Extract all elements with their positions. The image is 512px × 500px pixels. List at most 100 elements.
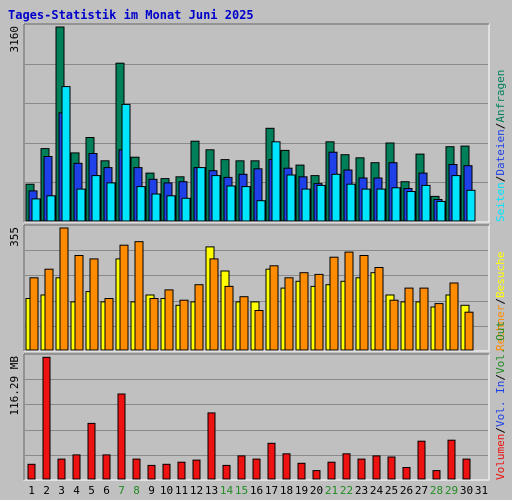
bar-volumen-day-17 <box>267 442 276 480</box>
legend-item: Rechner <box>494 304 507 351</box>
bar-rechner-day-25 <box>389 299 399 351</box>
legend-item: Dateien <box>494 129 507 175</box>
x-tick-label: 15 <box>235 484 248 497</box>
y-axis-max-label: 3160 <box>8 26 21 53</box>
bar-seiten-day-12 <box>196 167 206 222</box>
bar-seiten-day-21 <box>331 173 341 222</box>
bar-volumen-day-5 <box>87 422 96 480</box>
bar-seiten-day-3 <box>61 86 71 222</box>
bar-rechner-day-30 <box>464 311 474 351</box>
legend-separator: / <box>494 123 507 130</box>
legend-item: Vol. In <box>494 381 507 427</box>
legend-1: Seiten/Dateien/Anfragen <box>494 70 507 222</box>
legend-item: Besuche <box>494 252 507 298</box>
bar-rechner-day-1 <box>29 277 39 351</box>
bar-volumen-day-22 <box>342 453 351 480</box>
bar-rechner-day-7 <box>119 244 129 351</box>
bar-seiten-day-1 <box>31 198 41 222</box>
x-tick-label: 6 <box>103 484 110 497</box>
x-tick-label: 18 <box>280 484 293 497</box>
bar-rechner-day-19 <box>299 272 309 351</box>
chart-legends: Seiten/Dateien/AnfragenRechner/BesucheVo… <box>494 70 507 480</box>
bar-rechner-day-27 <box>419 287 429 351</box>
bar-volumen-day-15 <box>237 455 246 480</box>
bar-rechner-day-28 <box>434 303 444 351</box>
bar-seiten-day-25 <box>391 187 401 222</box>
panel-2: 355 <box>8 224 490 352</box>
bar-seiten-day-2 <box>46 195 56 222</box>
bar-rechner-day-18 <box>284 277 294 351</box>
legend-item: Anfragen <box>494 70 507 123</box>
y-axis-max-label: 355 <box>8 227 21 247</box>
x-tick-label: 17 <box>265 484 278 497</box>
bar-volumen-day-2 <box>42 356 51 480</box>
bar-seiten-day-24 <box>376 188 386 222</box>
legend-3: Volumen/Vol. In/Vol. Out <box>494 321 507 480</box>
bar-seiten-day-10 <box>166 195 176 222</box>
x-tick-label: 9 <box>148 484 155 497</box>
x-axis-tick-labels: 1 2 3 4 5 6 7 8 9 10 11 12 13 14 15 16 17 18 19 20 21 22 23 24 2… <box>28 484 488 497</box>
bar-seiten-day-13 <box>211 175 221 222</box>
x-tick-label: 2 <box>43 484 50 497</box>
bar-rechner-day-10 <box>164 289 174 351</box>
x-tick-label: 25 <box>385 484 398 497</box>
bar-rechner-day-13 <box>209 258 219 351</box>
bar-volumen-day-21 <box>327 461 336 480</box>
bar-volumen-day-12 <box>192 459 201 480</box>
bar-rechner-day-12 <box>194 284 204 351</box>
bar-seiten-day-20 <box>316 184 326 222</box>
bar-rechner-day-6 <box>104 298 114 351</box>
x-tick-label: 27 <box>415 484 428 497</box>
bar-rechner-day-2 <box>44 268 54 351</box>
bar-seiten-day-27 <box>421 184 431 222</box>
x-tick-label: 22 <box>340 484 353 497</box>
x-tick-label: 19 <box>295 484 308 497</box>
x-tick-label: 12 <box>190 484 203 497</box>
bar-volumen-day-13 <box>207 412 216 480</box>
x-tick-label: 23 <box>355 484 368 497</box>
bar-rechner-day-15 <box>239 296 249 351</box>
x-tick-label: 21 <box>325 484 338 497</box>
legend-2: Rechner/Besuche <box>494 252 507 351</box>
bar-seiten-day-9 <box>151 193 161 222</box>
bar-seiten-day-15 <box>241 186 251 222</box>
x-tick-label: 29 <box>445 484 458 497</box>
x-tick-label: 31 <box>475 484 488 497</box>
panel-3: 116.29 MB <box>8 353 490 481</box>
bar-rechner-day-14 <box>224 285 234 351</box>
legend-separator: / <box>494 427 507 434</box>
legend-item: Vol. Out <box>494 321 507 374</box>
bar-volumen-day-28 <box>432 470 441 480</box>
bar-seiten-day-7 <box>121 103 131 222</box>
x-tick-label: 1 <box>28 484 35 497</box>
legend-separator: / <box>494 176 507 183</box>
bar-rechner-day-8 <box>134 241 144 351</box>
bar-rechner-day-11 <box>179 299 189 351</box>
panel-1: 3160 <box>8 23 490 223</box>
bar-volumen-day-7 <box>117 393 126 480</box>
bar-seiten-day-28 <box>436 200 446 222</box>
x-tick-label: 28 <box>430 484 443 497</box>
bar-volumen-day-26 <box>402 467 411 480</box>
bar-volumen-day-8 <box>132 458 141 480</box>
bar-volumen-day-27 <box>417 440 426 480</box>
bar-volumen-day-1 <box>27 463 36 480</box>
bar-seiten-day-30 <box>466 189 476 222</box>
bar-rechner-day-16 <box>254 310 264 351</box>
legend-item: Volumen <box>494 434 507 480</box>
chart-panels: 3160 355 116.29 MB <box>8 23 490 481</box>
y-axis-max-label: 116.29 MB <box>8 356 21 416</box>
bar-seiten-day-23 <box>361 188 371 222</box>
bar-seiten-day-26 <box>406 191 416 222</box>
bar-rechner-day-5 <box>89 258 99 351</box>
bar-seiten-day-8 <box>136 186 146 222</box>
bar-volumen-day-25 <box>387 456 396 480</box>
bar-volumen-day-9 <box>147 464 156 480</box>
bar-rechner-day-22 <box>344 251 354 351</box>
bar-volumen-day-4 <box>72 454 81 480</box>
bar-volumen-day-16 <box>252 458 261 480</box>
x-tick-label: 20 <box>310 484 323 497</box>
x-tick-label: 3 <box>58 484 65 497</box>
bar-seiten-day-14 <box>226 185 236 222</box>
